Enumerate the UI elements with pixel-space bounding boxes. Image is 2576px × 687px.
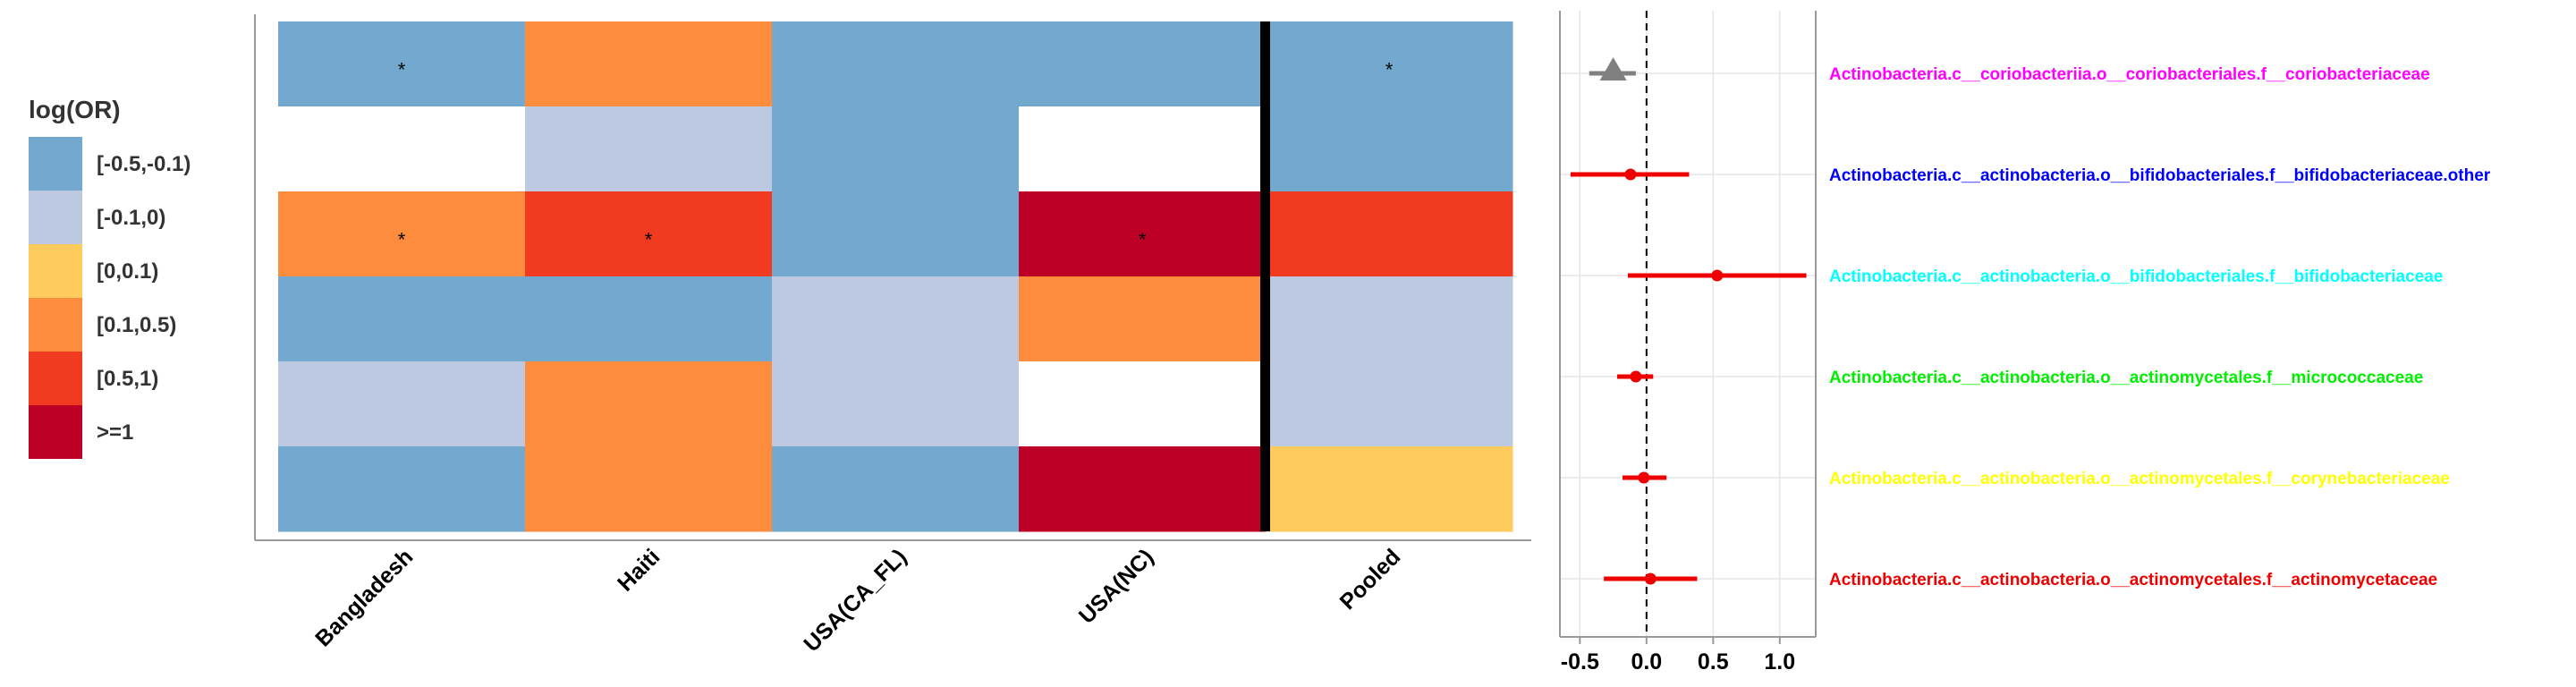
heatmap-cell (525, 21, 773, 107)
significance-marker: * (645, 229, 653, 251)
heatmap-cell (1266, 446, 1513, 532)
taxon-label: Actinobacteria.c__actinobacteria.o__acti… (1829, 470, 2450, 488)
taxon-label: Actinobacteria.c__actinobacteria.o__bifi… (1829, 267, 2443, 286)
taxon-label: Actinobacteria.c__coriobacteriia.o__cori… (1829, 65, 2430, 84)
heatmap-cell (525, 276, 773, 362)
heatmap-cell (525, 361, 773, 447)
forest-plot-panel: -0.5 0.0 0.5 1.0 Actinobacteria.c__coriobact… (1559, 11, 2491, 674)
heatmap-cell (1266, 361, 1513, 447)
legend-title: log(OR) (29, 96, 121, 123)
heatmap-cell (278, 106, 526, 192)
x-tick-label: -0.5 (1561, 649, 1599, 674)
heatmap-panel: * * * * * Bangladesh Haiti USA(CA_FL) USA(NC) Poo… (254, 14, 1531, 657)
heatmap-cell (1019, 106, 1267, 192)
heatmap-cell (525, 446, 773, 532)
heatmap-cell (772, 191, 1020, 277)
legend-label: [0,0.1) (97, 259, 158, 284)
heatmap-cell (1019, 191, 1267, 277)
x-tick-label: 0.5 (1698, 649, 1729, 674)
significance-marker: * (1385, 59, 1394, 81)
heatmap-cell (278, 276, 526, 362)
heatmap-cell (1266, 276, 1513, 362)
legend-label: [0.1,0.5) (97, 313, 176, 337)
legend-swatch (29, 191, 82, 244)
column-label: USA(NC) (1074, 544, 1158, 628)
estimate-marker (1630, 370, 1642, 383)
estimate-marker (1599, 57, 1627, 81)
legend-swatch (29, 137, 82, 191)
column-label: Bangladesh (310, 544, 418, 651)
heatmap-cell (525, 106, 773, 192)
taxon-label: Actinobacteria.c__actinobacteria.o__bifi… (1829, 166, 2491, 185)
legend-label: >=1 (97, 420, 133, 445)
heatmap-cell (278, 21, 526, 107)
heatmap-cell (1019, 446, 1267, 532)
legend-swatch (29, 352, 82, 405)
heatmap-cell (1019, 276, 1267, 362)
column-label: Pooled (1335, 544, 1406, 615)
heatmap-legend: log(OR) [-0.5,-0.1) [-0.1,0) [0,0.1) [0.1,0.… (29, 96, 191, 459)
estimate-marker (1644, 572, 1657, 585)
significance-marker: * (398, 59, 406, 81)
legend-label: [-0.5,-0.1) (97, 152, 191, 176)
estimate-marker (1624, 168, 1637, 181)
legend-label: [0.5,1) (97, 367, 158, 391)
heatmap-cell (278, 446, 526, 532)
heatmap-cell (772, 276, 1020, 362)
heatmap-cell (1266, 191, 1513, 277)
legend-label: [-0.1,0) (97, 206, 165, 230)
legend-swatch (29, 244, 82, 298)
heatmap-cell (1266, 21, 1513, 107)
estimate-marker (1711, 269, 1724, 282)
heatmap-cell (278, 191, 526, 277)
heatmap-cell (1266, 106, 1513, 192)
heatmap-cell (772, 106, 1020, 192)
pooled-separator (1260, 21, 1270, 531)
heatmap-cell (1019, 21, 1267, 107)
column-label: Haiti (613, 544, 665, 596)
x-tick-label: 1.0 (1764, 649, 1795, 674)
heatmap-cell (772, 361, 1020, 447)
heatmap-cell (772, 446, 1020, 532)
legend-swatch (29, 298, 82, 352)
x-tick-label: 0.0 (1631, 649, 1662, 674)
column-label: USA(CA_FL) (799, 544, 911, 657)
heatmap-cell (525, 191, 773, 277)
legend-swatch (29, 405, 82, 459)
significance-marker: * (398, 229, 406, 251)
taxon-label: Actinobacteria.c__actinobacteria.o__acti… (1829, 571, 2437, 589)
heatmap-cell (1019, 361, 1267, 447)
heatmap-cell (772, 21, 1020, 107)
heatmap-cell (278, 361, 526, 447)
taxon-label: Actinobacteria.c__actinobacteria.o__acti… (1829, 369, 2423, 387)
estimate-marker (1638, 471, 1650, 484)
significance-marker: * (1139, 229, 1147, 251)
